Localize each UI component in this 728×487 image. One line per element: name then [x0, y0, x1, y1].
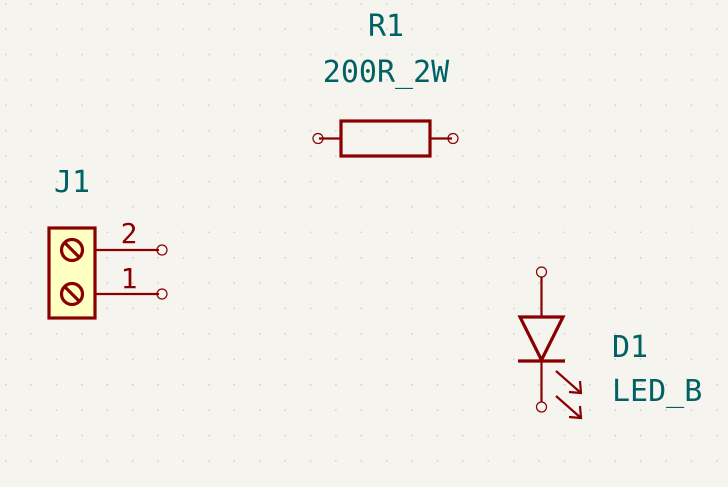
screw-slot — [63, 241, 81, 259]
led-value: LED_B — [612, 374, 702, 409]
led-d1[interactable]: D1 LED_B — [517, 266, 702, 420]
led-anode-endpoint[interactable] — [535, 266, 548, 278]
resistor-reference: R1 — [368, 9, 404, 44]
led-reference: D1 — [612, 330, 648, 365]
screw-terminal-icon — [59, 237, 85, 263]
connector-body — [47, 226, 97, 320]
connector-reference: J1 — [54, 165, 90, 200]
screw-terminal-icon — [59, 281, 85, 307]
resistor-pin-2-endpoint[interactable] — [447, 132, 459, 145]
led-cathode-endpoint[interactable] — [535, 401, 548, 413]
pin-number-1: 1 — [121, 262, 138, 295]
led-diode-triangle — [517, 315, 566, 364]
connector-pin-1-endpoint[interactable] — [156, 288, 168, 300]
pin-number-2: 2 — [121, 217, 138, 250]
resistor-pin-1-endpoint[interactable] — [312, 132, 324, 145]
resistor-r1[interactable]: R1 200R_2W — [312, 9, 459, 158]
resistor-value: 200R_2W — [323, 55, 450, 90]
connector-pin-2-endpoint[interactable] — [156, 244, 168, 256]
screw-slot — [63, 285, 81, 303]
light-emission-arrows-icon — [555, 370, 583, 420]
connector-j1[interactable]: J1 2 1 — [47, 165, 168, 320]
